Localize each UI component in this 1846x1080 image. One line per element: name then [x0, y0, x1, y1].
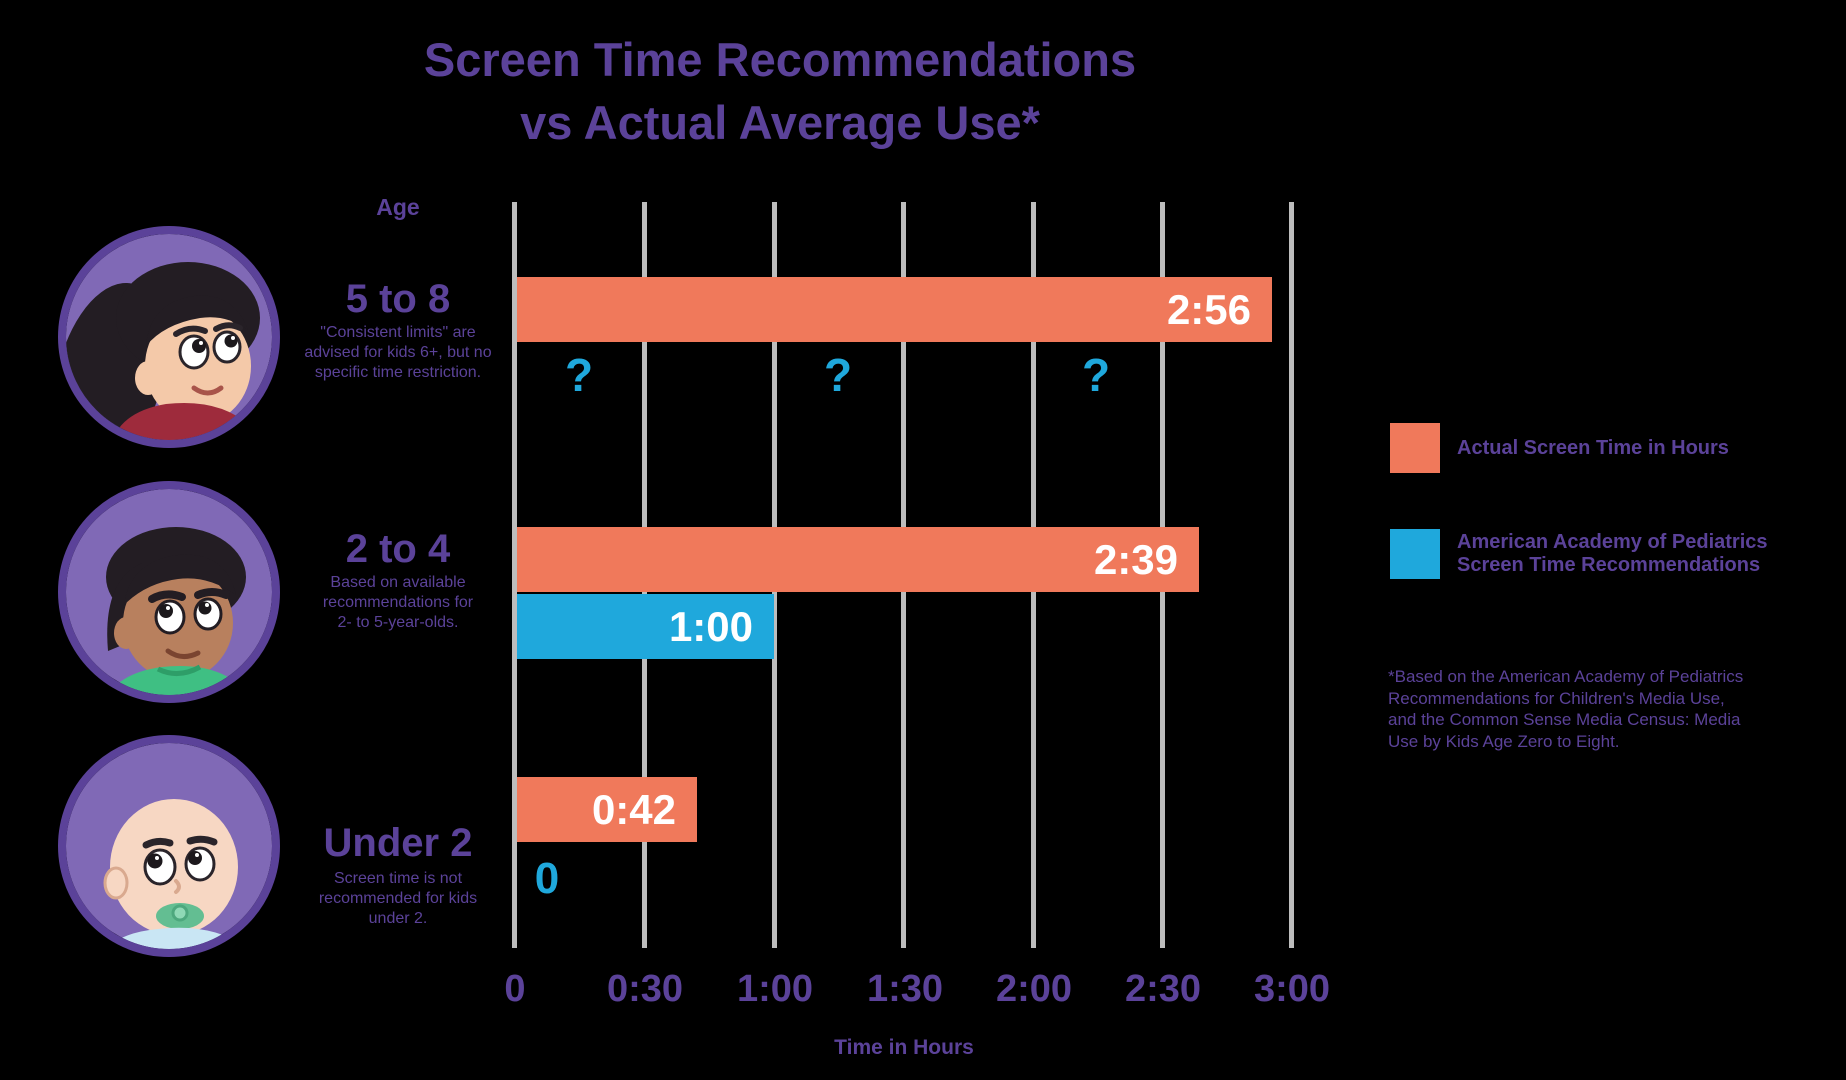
unknown-recommendation-mark: ?: [823, 349, 853, 401]
actual-bar-5-to-8: 2:56: [517, 277, 1272, 342]
actual-value-label: 2:39: [1093, 535, 1178, 583]
actual-bar-2-to-4: 2:39: [517, 527, 1199, 592]
legend-swatch-recommended: [1390, 529, 1440, 579]
x-tick-0: 0: [504, 968, 526, 1010]
age-group-label: 5 to 8: [345, 277, 451, 321]
recommended-value-label: 1:00: [668, 602, 753, 650]
x-tick-2-00: 2:00: [995, 968, 1073, 1010]
recommended-zero-label: 0: [534, 854, 560, 903]
unknown-recommendation-mark: ?: [1081, 349, 1111, 401]
x-tick-3-00: 3:00: [1253, 968, 1331, 1010]
x-tick-0-30: 0:30: [606, 968, 684, 1010]
actual-value-label: 0:42: [591, 785, 676, 833]
actual-bar-under-2: 0:42: [517, 777, 697, 842]
legend-label-recommended: American Academy of Pediatrics Screen Ti…: [1457, 531, 1768, 576]
legend-label-actual: Actual Screen Time in Hours: [1457, 437, 1729, 459]
legend-swatch-actual: [1390, 423, 1440, 473]
avatar-young-boy: [58, 481, 280, 703]
age-group-note: Screen time is not recommended for kids …: [318, 870, 478, 927]
age-group-note: "Consistent limits" are advised for kids…: [304, 324, 492, 381]
avatar-baby-with-pacifier: [58, 735, 280, 957]
x-tick-1-30: 1:30: [866, 968, 944, 1010]
avatar-girl-with-ponytail: [58, 226, 280, 448]
recommended-bar-2-to-4: 1:00: [517, 594, 774, 659]
x-axis-title: Time in Hours: [834, 1036, 974, 1059]
chart-title-line-2: vs Actual Average Use*: [520, 96, 1040, 149]
age-column-header: Age: [376, 194, 420, 220]
actual-value-label: 2:56: [1166, 285, 1251, 333]
source-footnote: *Based on the American Academy of Pediat…: [1388, 667, 1744, 751]
age-group-label: Under 2: [323, 821, 473, 865]
gridline-3-00: [1289, 202, 1294, 948]
age-group-note: Based on available recommendations for 2…: [322, 574, 474, 631]
chart-title: Screen Time Recommendations vs Actual Av…: [300, 28, 1260, 154]
chart-title-line-1: Screen Time Recommendations: [423, 33, 1137, 86]
x-tick-1-00: 1:00: [736, 968, 814, 1010]
age-group-label: 2 to 4: [345, 527, 451, 571]
unknown-recommendation-mark: ?: [564, 349, 594, 401]
x-tick-2-30: 2:30: [1124, 968, 1202, 1010]
axis-line-0: [512, 202, 517, 948]
